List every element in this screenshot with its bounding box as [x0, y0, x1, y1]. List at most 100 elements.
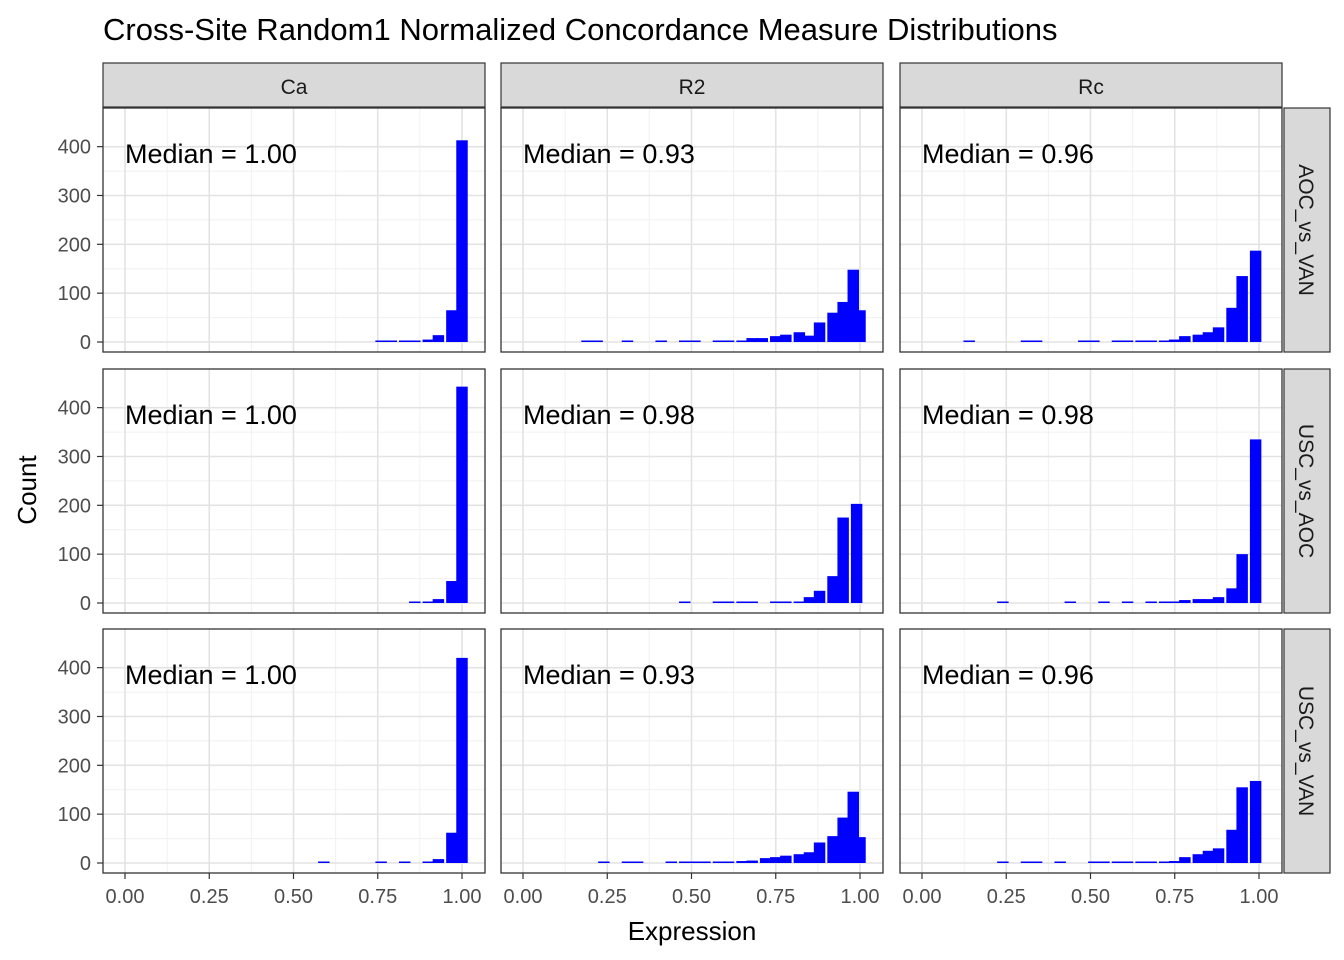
histogram-bar [713, 602, 724, 604]
median-annotation: Median = 0.98 [922, 400, 1094, 430]
histogram-bar [837, 302, 848, 342]
x-tick-label: 0.00 [504, 886, 543, 908]
median-annotation: Median = 0.98 [523, 400, 695, 430]
y-tick-label: 300 [58, 446, 91, 468]
histogram-bar [1088, 341, 1099, 343]
chart-title: Cross-Site Random1 Normalized Concordanc… [103, 12, 1058, 47]
facet-grid: Ca R2 Rc AOC_vs_VAN USC_vs_AOC USC_vs_VAN Medi… [58, 63, 1330, 908]
histogram-bar [780, 856, 791, 863]
histogram-bar [1065, 602, 1076, 604]
histogram-bar [423, 602, 434, 604]
histogram-bar [386, 341, 397, 343]
median-annotation: Median = 0.93 [523, 139, 695, 169]
histogram-bar [770, 602, 781, 604]
histogram-bar [814, 591, 825, 603]
histogram-bar [827, 836, 838, 863]
histogram-bar [723, 862, 734, 864]
histogram-bar [1145, 341, 1156, 343]
histogram-bar [632, 862, 643, 864]
histogram-bar [746, 338, 757, 342]
histogram-bar [666, 862, 677, 864]
histogram-bar [1088, 862, 1099, 864]
histogram-bar [837, 518, 848, 603]
histogram-bar [1193, 599, 1204, 603]
histogram-bar [794, 854, 805, 863]
x-tick-label: 0.00 [903, 886, 942, 908]
histogram-bar [1054, 862, 1065, 864]
x-axis-label: Expression [628, 916, 757, 946]
y-tick-label: 100 [58, 283, 91, 305]
histogram-bar [1112, 862, 1123, 864]
histogram-bar [1203, 332, 1214, 342]
histogram-bar [699, 862, 710, 864]
histogram-bar [409, 341, 420, 343]
histogram-bar [1098, 862, 1109, 864]
histogram-bar [1021, 862, 1032, 864]
histogram-bar [854, 837, 865, 863]
histogram-bar [736, 602, 747, 604]
histogram-bar [1031, 341, 1042, 343]
histogram-bar [679, 602, 690, 604]
histogram-bar [997, 862, 1008, 864]
histogram-bar [591, 341, 602, 343]
y-tick-label: 0 [80, 853, 91, 875]
histogram-bar [679, 862, 690, 864]
histogram-bar [1122, 602, 1133, 604]
y-tick-label: 200 [58, 495, 91, 517]
histogram-bar [689, 341, 700, 343]
median-annotation: Median = 1.00 [125, 139, 297, 169]
histogram-bar [1213, 597, 1224, 603]
x-tick-label: 0.25 [987, 886, 1026, 908]
row-strip-usc-vs-aoc: USC_vs_AOC [1284, 369, 1330, 613]
histogram-bar [1179, 857, 1190, 863]
histogram-bar [1236, 276, 1247, 342]
histogram-bar [757, 338, 768, 342]
histogram-bar [679, 341, 690, 343]
histogram-bar [1226, 588, 1237, 603]
median-annotation: Median = 1.00 [125, 660, 297, 690]
histogram-bar [1145, 862, 1156, 864]
histogram-bar [409, 602, 420, 604]
y-tick-label: 200 [58, 234, 91, 256]
x-tick-label: 0.75 [756, 886, 795, 908]
histogram-bar [318, 862, 329, 864]
histogram-bar [804, 336, 815, 342]
y-tick-label: 400 [58, 137, 91, 159]
histogram-bar [456, 140, 467, 342]
y-tick-label: 0 [80, 332, 91, 354]
histogram-bar [851, 504, 862, 603]
histogram-bar [780, 335, 791, 342]
panel-usc-vs-aoc-rc: Median = 0.98 [900, 369, 1282, 613]
row-strip-aoc-vs-van: AOC_vs_VAN [1284, 108, 1330, 352]
histogram-bar [997, 602, 1008, 604]
histogram-bar [1112, 341, 1123, 343]
panel-aoc-vs-van-r2: Median = 0.93 [501, 108, 883, 352]
histogram-bar [433, 599, 444, 603]
row-strip-usc-vs-van: USC_vs_VAN [1284, 629, 1330, 873]
y-axis-label: Count [12, 455, 42, 525]
histogram-bar [770, 857, 781, 863]
y-tick-label: 400 [58, 658, 91, 680]
histogram-bar [622, 341, 633, 343]
histogram-bar [837, 818, 848, 863]
histogram-bar [375, 341, 386, 343]
histogram-bar [655, 341, 666, 343]
row-strip-label: USC_vs_AOC [1294, 424, 1317, 558]
histogram-bar [446, 833, 457, 863]
histogram-bar [1135, 862, 1146, 864]
histogram-bar [423, 862, 434, 864]
x-tick-label: 0.00 [106, 886, 145, 908]
histogram-bar [814, 322, 825, 342]
x-tick-label: 1.00 [1240, 886, 1279, 908]
panel-usc-vs-van-rc: Median = 0.960.00 0.25 0.50 0.75 1.00 [900, 629, 1282, 908]
histogram-bar [622, 862, 633, 864]
y-tick-label: 300 [58, 706, 91, 728]
row-strip-label: AOC_vs_VAN [1294, 164, 1317, 296]
x-tick-label: 1.00 [841, 886, 880, 908]
histogram-bar [1193, 335, 1204, 342]
x-tick-label: 0.75 [1155, 886, 1194, 908]
histogram-bar [1021, 341, 1032, 343]
histogram-bar [1179, 336, 1190, 342]
y-tick-label: 100 [58, 804, 91, 826]
panel-usc-vs-van-ca: Median = 1.00 0 100 200 300 400 0.00 0.25 0.50 0.… [58, 629, 485, 908]
